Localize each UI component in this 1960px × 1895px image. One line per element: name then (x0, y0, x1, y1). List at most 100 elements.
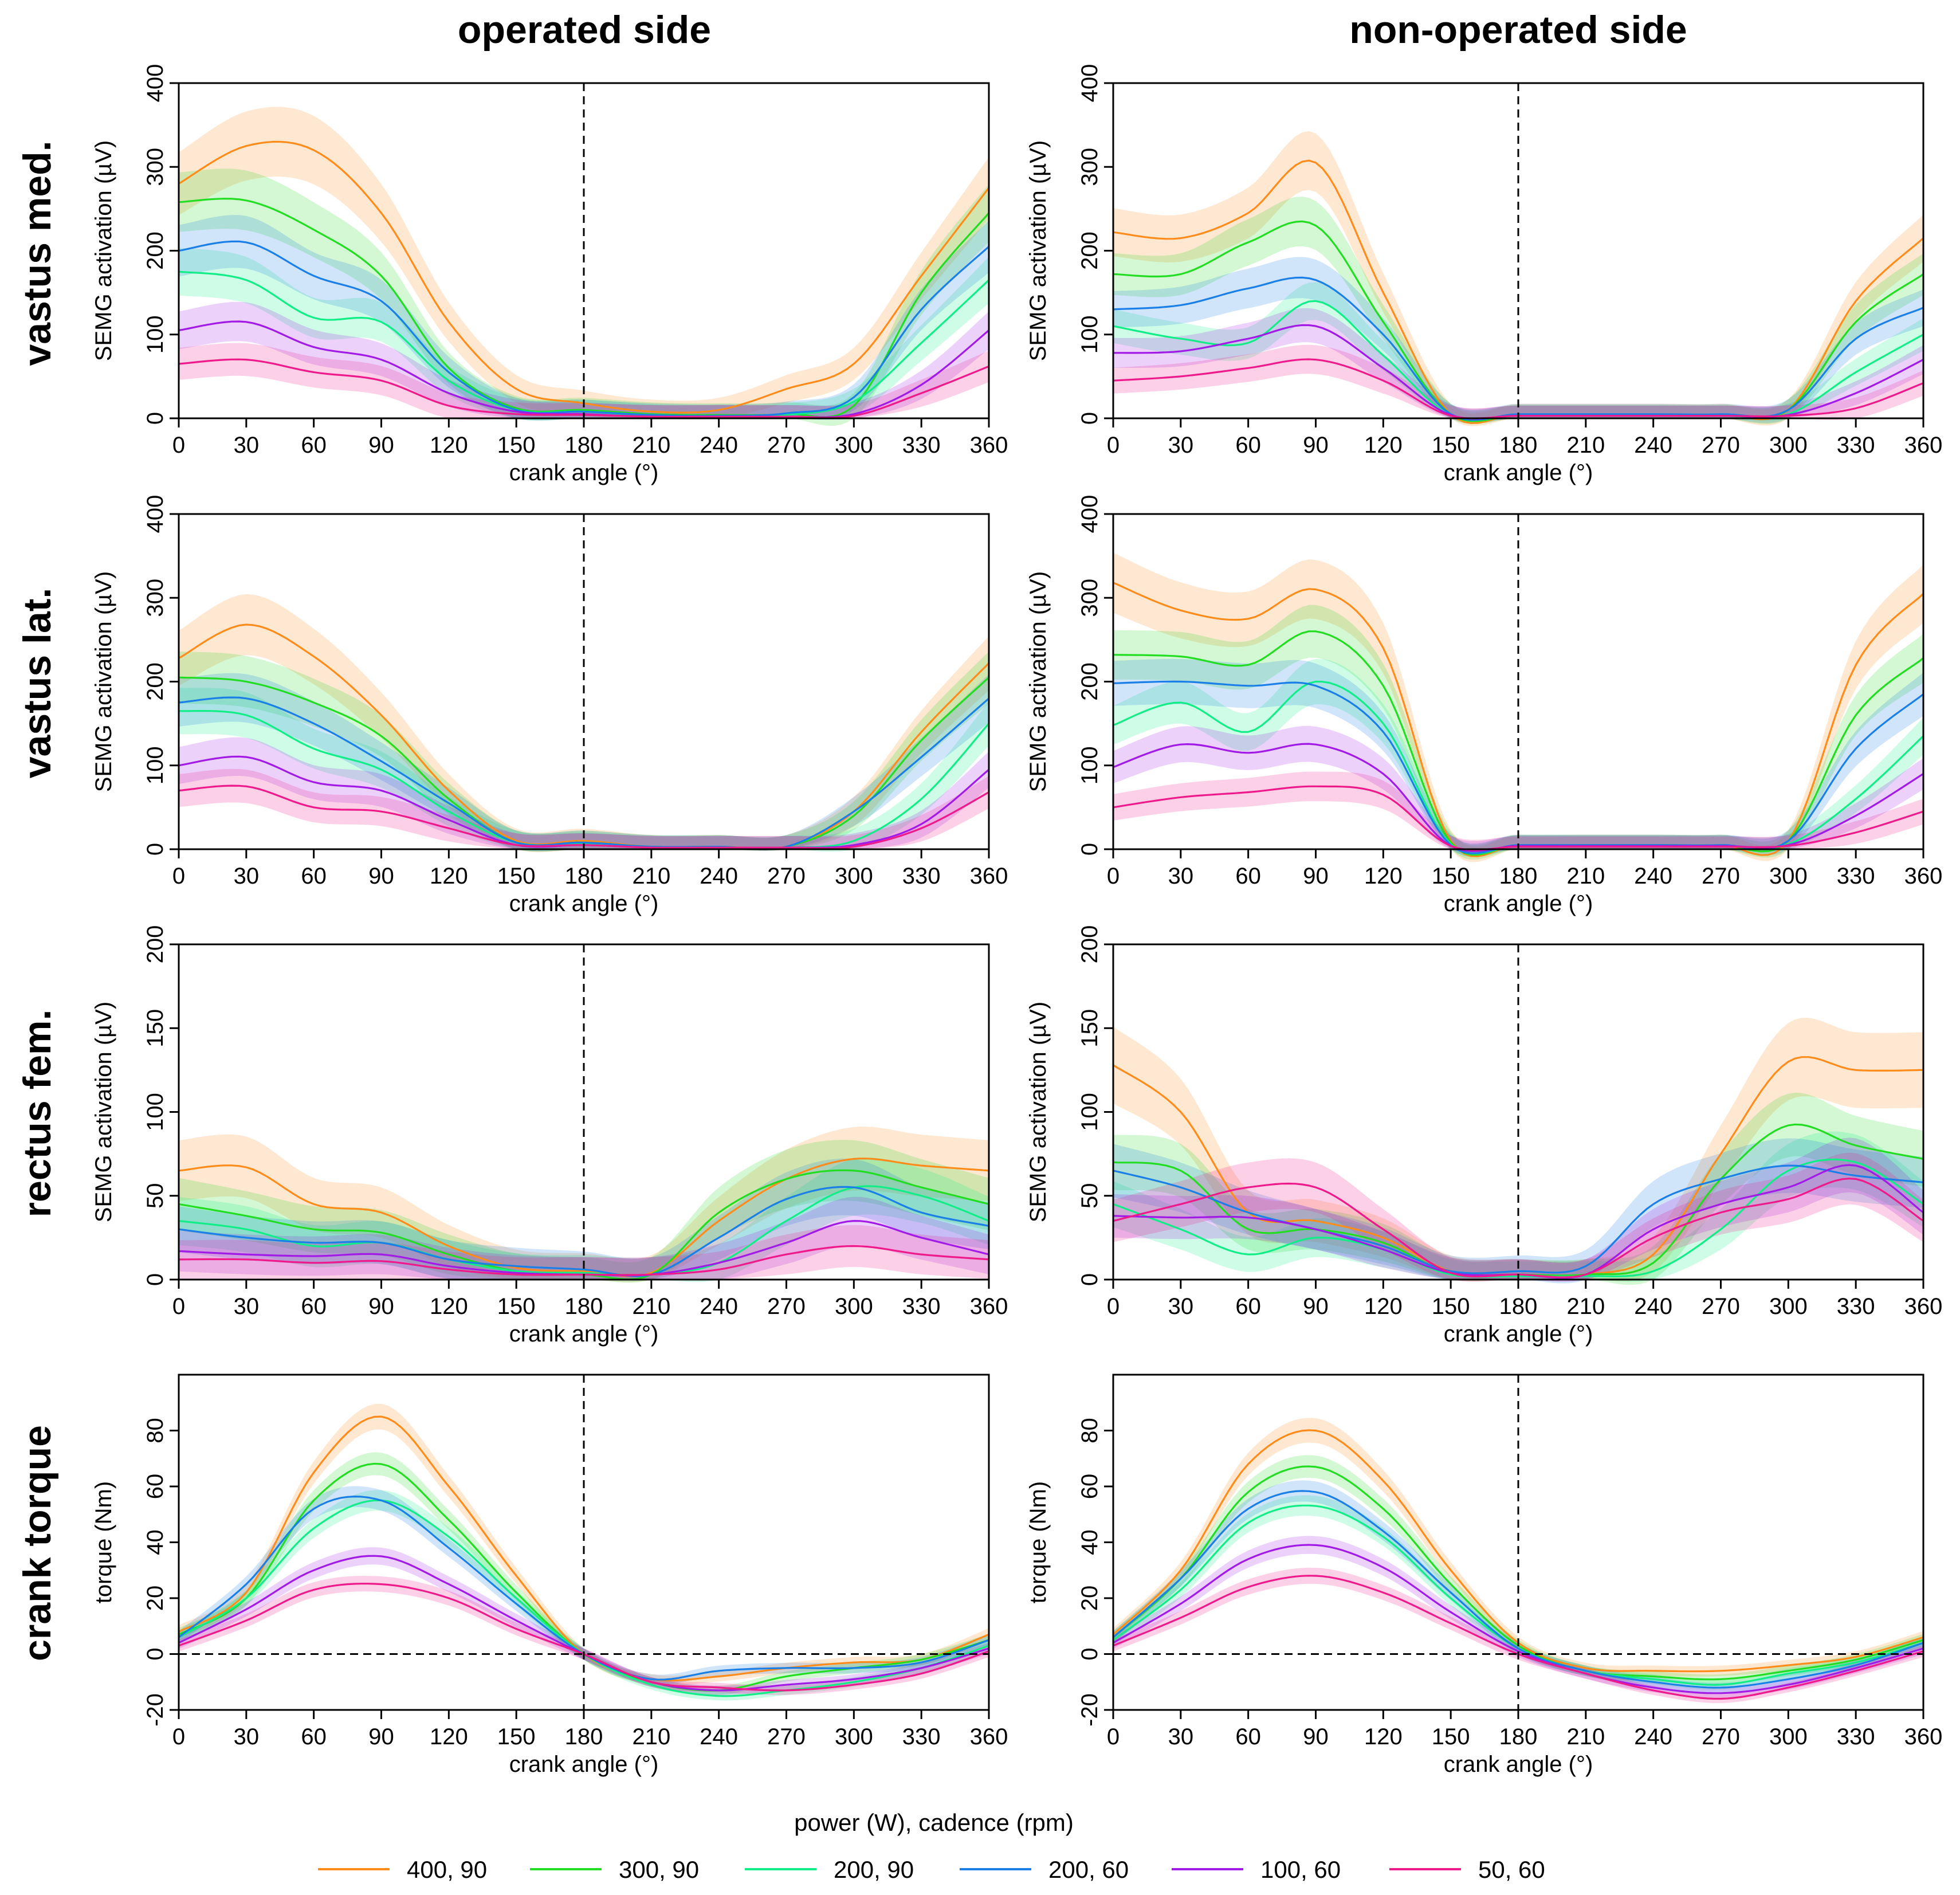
y-axis-label: SEMG activation (µV) (91, 1002, 116, 1222)
y-tick-label: 400 (1077, 64, 1102, 103)
x-axis-label: crank angle (°) (509, 1752, 659, 1777)
x-tick-label: 0 (1107, 433, 1120, 458)
panel-3-1: 0 30 60 90 120 150 180 210 240 270 300 330 360-20020… (1026, 1374, 1942, 1777)
y-axis-label: SEMG activation (µV) (91, 140, 116, 361)
x-tick-label: 180 (1499, 864, 1538, 889)
y-tick-label: 40 (143, 1529, 168, 1555)
y-tick-label: 40 (1077, 1529, 1102, 1555)
sd-band-4 (1113, 1137, 1923, 1282)
sd-band-4 (179, 1547, 989, 1695)
x-tick-label: 270 (767, 433, 806, 458)
x-tick-label: 60 (301, 864, 327, 889)
x-tick-label: 300 (835, 1294, 873, 1319)
y-axis-label: SEMG activation (µV) (1026, 140, 1051, 361)
y-tick-label: 100 (1077, 1093, 1102, 1131)
x-tick-label: 360 (970, 1724, 1008, 1749)
x-tick-label: 240 (1634, 433, 1672, 458)
x-axis-label: crank angle (°) (1444, 1321, 1593, 1347)
x-tick-label: 330 (902, 1294, 941, 1319)
legend-item-2: 200, 90 (745, 1856, 914, 1883)
x-tick-label: 150 (497, 1724, 536, 1749)
y-tick-label: -20 (143, 1693, 168, 1727)
x-tick-label: 330 (1837, 433, 1875, 458)
y-tick-label: 100 (1077, 746, 1102, 784)
sd-band-2 (179, 1158, 989, 1282)
x-tick-label: 360 (970, 1294, 1008, 1319)
sd-band-5 (1113, 344, 1923, 421)
y-tick-label: 150 (143, 1009, 168, 1047)
y-tick-label: 200 (143, 662, 168, 701)
x-tick-label: 300 (835, 433, 873, 458)
y-tick-label: 200 (1077, 232, 1102, 270)
y-tick-label: 400 (143, 495, 168, 533)
x-tick-label: 330 (902, 864, 941, 889)
x-tick-label: 90 (1303, 1724, 1329, 1749)
x-tick-label: 270 (1702, 1724, 1740, 1749)
y-tick-label: 200 (143, 232, 168, 270)
sd-band-3 (179, 215, 989, 421)
x-axis-label: crank angle (°) (1444, 1752, 1593, 1777)
x-tick-label: 150 (497, 864, 536, 889)
y-tick-label: 200 (1077, 662, 1102, 701)
sd-band-2 (1113, 1131, 1923, 1282)
y-axis-label: SEMG activation (µV) (91, 571, 116, 792)
x-tick-label: 150 (497, 1294, 536, 1319)
y-tick-label: 50 (143, 1183, 168, 1209)
x-tick-label: 330 (1837, 864, 1875, 889)
x-tick-label: 300 (1769, 1294, 1808, 1319)
x-axis-label: crank angle (°) (509, 1321, 659, 1347)
sd-band-3 (1113, 1138, 1923, 1284)
y-tick-label: 0 (1077, 843, 1102, 856)
series-line-1 (178, 198, 990, 418)
sd-band-5 (1113, 771, 1923, 853)
x-tick-label: 210 (1566, 433, 1605, 458)
panel-0-0: 0 30 60 90 120 150 180 210 240 270 300 330 360 0 100 20… (91, 64, 1008, 485)
legend-label: 200, 90 (834, 1856, 914, 1883)
x-tick-label: 120 (430, 1724, 468, 1749)
legend-item-0: 400, 90 (318, 1856, 487, 1883)
y-axis-label: SEMG activation (µV) (1026, 1002, 1051, 1222)
x-tick-label: 210 (632, 864, 670, 889)
y-tick-label: 300 (1077, 579, 1102, 617)
x-tick-label: 180 (1499, 1294, 1538, 1319)
x-tick-label: 360 (1904, 433, 1943, 458)
x-tick-label: 90 (368, 1294, 394, 1319)
y-tick-label: 100 (143, 1093, 168, 1131)
x-tick-label: 30 (1168, 864, 1194, 889)
y-tick-label: 150 (1077, 1009, 1102, 1047)
y-tick-label: 50 (1077, 1183, 1102, 1209)
sd-band-4 (179, 301, 989, 420)
x-tick-label: 120 (430, 864, 468, 889)
series-line-3 (1113, 1164, 1924, 1274)
sd-band-3 (1113, 257, 1923, 423)
x-tick-label: 150 (1432, 864, 1470, 889)
x-tick-label: 150 (497, 433, 536, 458)
x-axis-label: crank angle (°) (1444, 460, 1593, 485)
row-label-vastus-med: vastus med. (15, 140, 59, 366)
y-tick-label: 60 (1077, 1474, 1102, 1500)
x-tick-label: 0 (172, 864, 185, 889)
x-tick-label: 270 (767, 864, 806, 889)
x-tick-label: 270 (767, 1724, 806, 1749)
x-tick-label: 270 (767, 1294, 806, 1319)
x-tick-label: 60 (301, 1724, 327, 1749)
x-tick-label: 210 (632, 1724, 670, 1749)
y-tick-label: 100 (1077, 315, 1102, 354)
x-tick-label: 120 (1364, 864, 1403, 889)
y-tick-label: 400 (143, 64, 168, 103)
y-tick-label: 0 (143, 412, 168, 425)
x-tick-label: 60 (301, 1294, 327, 1319)
y-axis-label: torque (Nm) (1026, 1481, 1051, 1603)
y-tick-label: 300 (143, 579, 168, 617)
x-axis-label: crank angle (°) (509, 460, 659, 485)
x-tick-label: 0 (172, 1724, 185, 1749)
x-tick-label: 210 (632, 1294, 670, 1319)
x-tick-label: 300 (1769, 864, 1808, 889)
series-line-3 (178, 696, 990, 850)
legend-item-1: 300, 90 (530, 1856, 699, 1883)
sd-band-5 (1113, 1152, 1923, 1282)
sd-band-2 (1113, 282, 1923, 422)
x-tick-label: 300 (1769, 433, 1808, 458)
legend-label: 100, 60 (1260, 1856, 1341, 1883)
x-tick-label: 240 (1634, 864, 1672, 889)
